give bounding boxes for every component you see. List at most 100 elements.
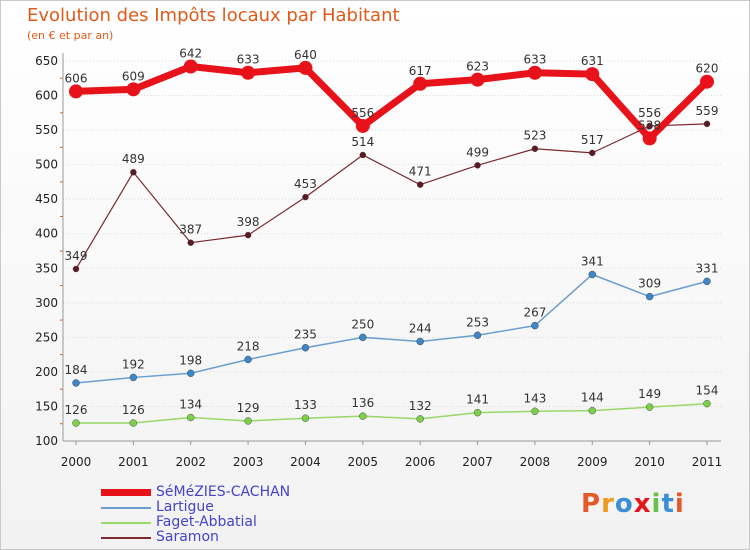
- y-tick-label: 200: [35, 365, 58, 379]
- chart-title: Evolution des Impôts locaux par Habitant: [27, 5, 400, 26]
- data-point: [355, 118, 370, 133]
- x-tick-label: 2007: [462, 455, 493, 469]
- data-label: 623: [466, 60, 489, 74]
- data-label: 184: [65, 363, 88, 377]
- legend-label: Faget-Abbatial: [156, 514, 257, 530]
- y-tick-label: 550: [35, 123, 58, 137]
- data-label: 642: [179, 47, 202, 61]
- data-label: 633: [523, 53, 546, 67]
- data-point: [359, 412, 367, 420]
- data-label: 136: [351, 396, 374, 410]
- y-tick-label: 150: [35, 399, 58, 413]
- x-tick-label: 2002: [175, 455, 206, 469]
- logo-letter: P: [581, 489, 602, 519]
- data-point: [588, 270, 596, 279]
- data-label: 606: [65, 71, 88, 85]
- data-label: 149: [638, 387, 661, 401]
- legend-swatch: [101, 507, 151, 509]
- data-label: 640: [294, 48, 317, 62]
- data-label: 192: [122, 357, 145, 371]
- series-line: [75, 123, 708, 270]
- data-point: [646, 122, 653, 130]
- data-point: [302, 193, 309, 201]
- series-line: [72, 63, 711, 142]
- data-label: 133: [294, 398, 317, 412]
- data-point: [241, 65, 256, 80]
- data-label: 398: [237, 215, 260, 229]
- data-label: 617: [409, 64, 432, 78]
- y-tick-label: 650: [35, 54, 58, 68]
- data-point: [126, 82, 141, 97]
- data-label: 609: [122, 69, 145, 83]
- data-point: [531, 321, 539, 330]
- data-label: 559: [696, 104, 719, 118]
- data-point: [531, 145, 539, 152]
- x-tick-label: 2003: [233, 455, 264, 469]
- series-line: [75, 402, 708, 424]
- data-point: [244, 417, 252, 425]
- data-point: [187, 369, 195, 377]
- y-tick-label: 250: [35, 330, 58, 344]
- data-label: 309: [638, 277, 661, 291]
- y-tick-label: 450: [35, 192, 58, 206]
- logo-letter: i: [651, 489, 662, 519]
- x-tick-label: 2004: [290, 455, 321, 469]
- logo-letter: x: [633, 489, 652, 519]
- data-point: [645, 292, 654, 301]
- x-tick-label: 2005: [348, 455, 379, 469]
- data-label: 517: [581, 133, 604, 147]
- data-point: [72, 265, 80, 273]
- legend-swatch: [101, 489, 151, 496]
- data-label: 387: [179, 223, 202, 237]
- data-label: 499: [466, 145, 489, 159]
- chart-subtitle: (en € et par an): [27, 29, 114, 42]
- data-label: 244: [409, 322, 432, 336]
- x-tick-label: 2009: [577, 455, 608, 469]
- data-label: 349: [65, 249, 88, 263]
- data-label: 198: [179, 353, 202, 367]
- data-point: [359, 151, 367, 159]
- data-label: 132: [409, 399, 432, 413]
- data-point: [703, 120, 711, 128]
- data-point: [642, 131, 657, 146]
- data-point: [588, 406, 596, 415]
- data-label: 134: [179, 398, 202, 412]
- logo-letter: i: [674, 489, 685, 519]
- data-point: [187, 239, 194, 246]
- data-point: [474, 162, 481, 169]
- y-tick-label: 400: [35, 227, 58, 241]
- data-point: [645, 403, 654, 411]
- legend-label: Lartigue: [156, 499, 214, 515]
- legend-swatch: [101, 537, 151, 539]
- data-point: [359, 333, 367, 342]
- data-label: 218: [237, 339, 260, 353]
- data-point: [703, 277, 711, 286]
- legend-swatch: [101, 522, 151, 524]
- data-point: [527, 65, 542, 80]
- data-point: [470, 72, 485, 87]
- legend-label: SéMéZIES-CACHAN: [156, 484, 291, 500]
- x-tick-label: 2000: [61, 455, 92, 469]
- data-point: [413, 76, 428, 91]
- data-point: [298, 60, 313, 75]
- data-label: 331: [696, 261, 719, 275]
- data-label: 514: [351, 135, 374, 149]
- data-label: 250: [351, 317, 374, 331]
- data-point: [130, 169, 137, 176]
- data-point: [72, 379, 80, 387]
- data-point: [416, 415, 424, 423]
- data-point: [183, 59, 198, 74]
- data-label: 556: [638, 106, 661, 120]
- data-point: [585, 67, 600, 82]
- data-label: 453: [294, 177, 317, 191]
- data-label: 620: [696, 62, 719, 76]
- y-tick-label: 350: [35, 261, 58, 275]
- x-tick-label: 2006: [405, 455, 436, 469]
- y-tick-label: 300: [35, 296, 58, 310]
- data-point: [129, 419, 138, 427]
- data-point: [244, 355, 252, 364]
- y-tick-label: 600: [35, 89, 58, 103]
- logo-letter: r: [601, 489, 615, 519]
